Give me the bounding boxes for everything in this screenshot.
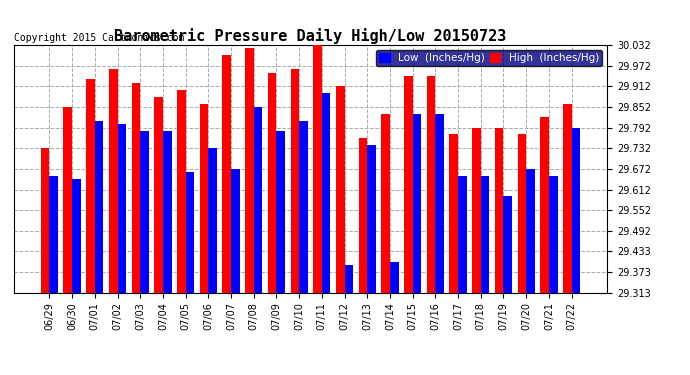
Bar	[518, 135, 526, 292]
Bar	[72, 179, 81, 292]
Bar	[41, 148, 50, 292]
Bar	[413, 114, 422, 292]
Bar	[199, 104, 208, 292]
Bar	[563, 104, 571, 292]
Bar	[367, 145, 376, 292]
Bar	[132, 83, 140, 292]
Bar	[109, 69, 117, 292]
Bar	[231, 169, 239, 292]
Bar	[526, 169, 535, 292]
Title: Barometric Pressure Daily High/Low 20150723: Barometric Pressure Daily High/Low 20150…	[115, 28, 506, 44]
Bar	[50, 176, 58, 292]
Legend: Low  (Inches/Hg), High  (Inches/Hg): Low (Inches/Hg), High (Inches/Hg)	[376, 50, 602, 66]
Bar	[549, 176, 558, 292]
Bar	[313, 45, 322, 292]
Bar	[222, 56, 231, 292]
Bar	[290, 69, 299, 292]
Bar	[299, 121, 308, 292]
Bar	[63, 107, 72, 292]
Bar	[95, 121, 103, 292]
Bar	[382, 114, 390, 292]
Bar	[322, 93, 331, 292]
Bar	[186, 172, 195, 292]
Bar	[117, 124, 126, 292]
Bar	[449, 135, 458, 292]
Bar	[504, 196, 512, 292]
Bar	[495, 128, 504, 292]
Bar	[277, 131, 285, 292]
Bar	[571, 128, 580, 292]
Bar	[268, 72, 277, 292]
Bar	[177, 90, 186, 292]
Bar	[481, 176, 489, 292]
Bar	[359, 138, 367, 292]
Bar	[336, 86, 344, 292]
Bar	[435, 114, 444, 292]
Text: Copyright 2015 Cartronics.com: Copyright 2015 Cartronics.com	[14, 33, 184, 42]
Bar	[472, 128, 481, 292]
Bar	[458, 176, 466, 292]
Bar	[390, 262, 399, 292]
Bar	[540, 117, 549, 292]
Bar	[208, 148, 217, 292]
Bar	[155, 97, 163, 292]
Bar	[404, 76, 413, 292]
Bar	[426, 76, 435, 292]
Bar	[254, 107, 262, 292]
Bar	[140, 131, 149, 292]
Bar	[86, 80, 95, 292]
Bar	[245, 48, 254, 292]
Bar	[344, 265, 353, 292]
Bar	[163, 131, 172, 292]
